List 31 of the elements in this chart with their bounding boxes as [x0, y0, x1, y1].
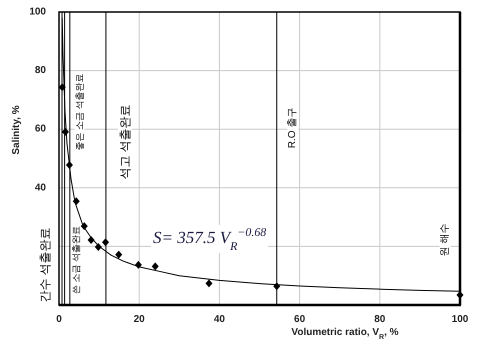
ref-line-label: R.O 출구: [287, 108, 298, 148]
point: [205, 279, 212, 288]
x-tick-label: 20: [134, 314, 146, 325]
point: [80, 222, 88, 230]
x-tick-label: 0: [56, 314, 62, 325]
point: [94, 242, 102, 251]
point: [88, 236, 95, 244]
x-tick-label: 80: [374, 314, 386, 325]
point: [134, 260, 142, 269]
x-axis-title: Volumetric ratio, V$_{R}$, %: [291, 327, 399, 340]
x-tick-label: 100: [452, 314, 469, 325]
y-tick-label: 80: [34, 65, 46, 76]
ref-line-label: 좋은 소금 석출완료: [74, 73, 85, 151]
x-tick-label: 40: [214, 314, 226, 325]
ref-line-label: 쓴 소금 석출완료: [70, 226, 81, 294]
point: [273, 282, 280, 290]
point: [102, 238, 110, 246]
point: [58, 83, 66, 92]
y-tick-label: 100: [29, 6, 46, 18]
y-tick-label: 40: [34, 182, 46, 194]
point: [115, 250, 122, 259]
y-axis-title: Salinity, %: [10, 105, 22, 155]
x-tick-label: 60: [294, 314, 306, 325]
point: [152, 262, 159, 270]
point: [72, 197, 80, 206]
ref-line-label: 석고 석출완료: [118, 104, 132, 180]
point: [62, 128, 69, 136]
point: [66, 160, 73, 169]
y-tick-label: 60: [34, 124, 46, 135]
ref-line-label: 원 해수: [440, 224, 450, 256]
ref-line-label: 간수 석출완료: [38, 227, 52, 303]
